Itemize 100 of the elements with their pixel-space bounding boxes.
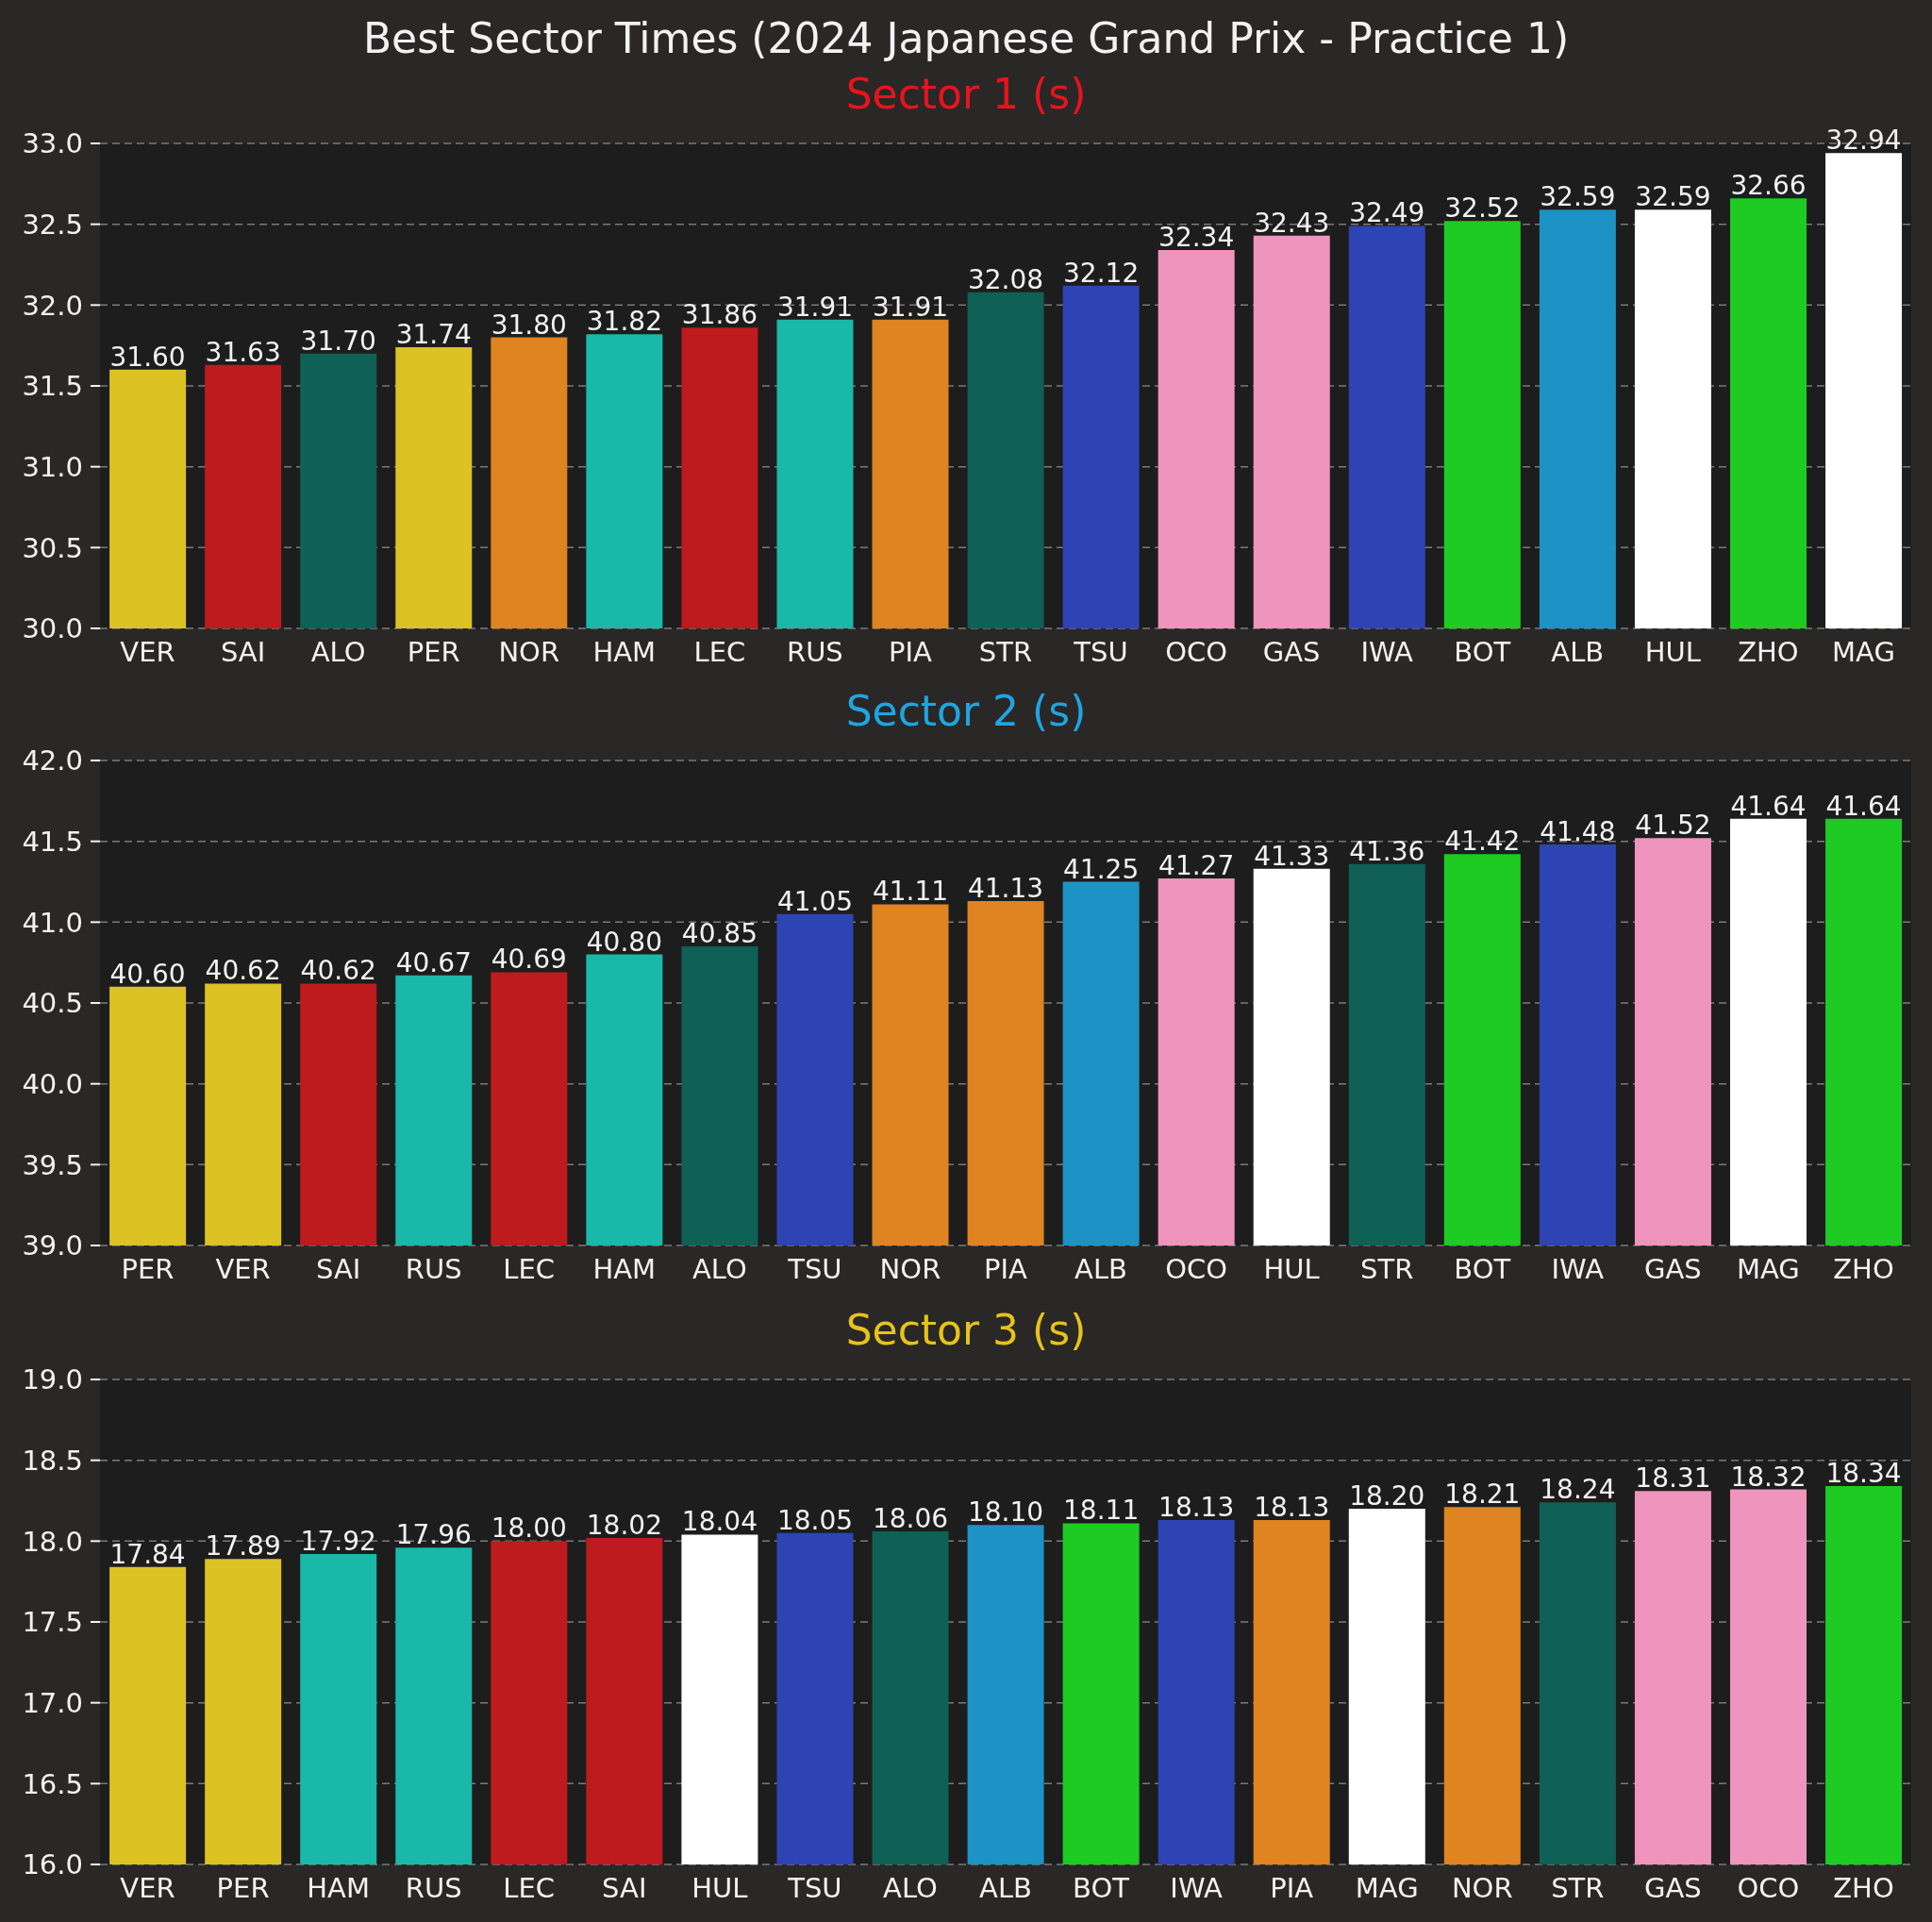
- x-tick-label: PER: [216, 1871, 270, 1904]
- x-tick-label: IWA: [1551, 1252, 1605, 1285]
- x-tick-label: LEC: [503, 1252, 556, 1285]
- x-tick-label: TSU: [787, 1871, 842, 1904]
- x-tick-label: NOR: [879, 1252, 941, 1285]
- data-label: 40.62: [300, 955, 376, 987]
- x-tick-label: HUL: [1644, 635, 1701, 668]
- data-label: 18.13: [1254, 1492, 1330, 1524]
- data-label: 31.63: [205, 336, 281, 368]
- data-label: 18.06: [872, 1503, 949, 1535]
- data-label: 40.60: [109, 958, 186, 990]
- data-label: 41.52: [1635, 810, 1711, 842]
- x-tick-label: PIA: [889, 635, 933, 668]
- x-tick-label: OCO: [1165, 635, 1228, 668]
- data-label: 40.69: [491, 944, 567, 976]
- y-tick-label: 16.5: [22, 1767, 83, 1800]
- x-tick-label: RUS: [787, 635, 843, 668]
- y-tick-label: 17.5: [22, 1606, 83, 1639]
- data-label: 41.42: [1444, 826, 1521, 858]
- x-tick-label: OCO: [1165, 1252, 1228, 1285]
- x-tick-label: OCO: [1737, 1871, 1800, 1904]
- x-tick-label: STR: [978, 635, 1033, 668]
- x-tick-label: VER: [120, 635, 175, 668]
- data-label: 32.59: [1540, 181, 1616, 213]
- y-tick-label: 16.0: [22, 1848, 83, 1881]
- x-tick-label: PER: [407, 635, 460, 668]
- x-tick-label: ALO: [310, 635, 366, 668]
- data-label: 31.82: [586, 306, 662, 338]
- x-tick-label: LEC: [503, 1871, 556, 1904]
- x-tick-label: PIA: [1270, 1871, 1314, 1904]
- x-tick-label: IWA: [1170, 1871, 1223, 1904]
- x-tick-label: ALB: [979, 1871, 1032, 1904]
- x-tick-label: VER: [215, 1252, 271, 1285]
- data-label: 18.05: [776, 1504, 854, 1536]
- x-tick-label: STR: [1360, 1252, 1414, 1285]
- data-label: 18.04: [681, 1506, 758, 1538]
- y-tick-label: 30.5: [22, 531, 83, 564]
- chart-title: Best Sector Times (2024 Japanese Grand Prix - Practice 1): [361, 13, 1571, 64]
- x-tick-label: STR: [1551, 1871, 1605, 1904]
- x-tick-label: HAM: [307, 1871, 370, 1904]
- y-tick-label: 40.0: [22, 1067, 83, 1100]
- data-label: 41.11: [872, 876, 949, 908]
- data-label: 17.89: [205, 1530, 281, 1563]
- data-label: 32.66: [1730, 170, 1807, 202]
- data-label: 41.25: [1063, 853, 1140, 885]
- data-label: 41.36: [1349, 835, 1425, 867]
- x-tick-label: TSU: [1073, 635, 1128, 668]
- x-tick-label: MAG: [1832, 635, 1895, 668]
- x-tick-label: NOR: [1451, 1871, 1513, 1904]
- y-tick-label: 39.0: [22, 1229, 83, 1262]
- x-tick-label: HAM: [592, 635, 657, 668]
- x-tick-label: ZHO: [1738, 635, 1799, 668]
- x-tick-label: ALB: [1551, 635, 1605, 668]
- x-tick-label: NOR: [498, 635, 560, 668]
- data-label: 18.20: [1349, 1480, 1425, 1513]
- data-label: 41.13: [967, 873, 1044, 905]
- data-label: 18.31: [1635, 1462, 1711, 1495]
- data-label: 32.08: [967, 263, 1044, 295]
- data-label: 32.59: [1635, 181, 1711, 213]
- data-label: 18.02: [586, 1509, 662, 1541]
- data-label: 41.05: [776, 885, 854, 917]
- x-tick-label: TSU: [787, 1252, 842, 1285]
- x-tick-label: ZHO: [1833, 1871, 1894, 1904]
- data-label: 40.62: [205, 955, 281, 987]
- data-label: 41.64: [1825, 790, 1902, 822]
- y-tick-label: 41.0: [22, 906, 83, 939]
- y-tick-label: 18.0: [22, 1525, 83, 1558]
- y-tick-label: 39.5: [22, 1148, 83, 1181]
- data-label: 18.32: [1730, 1461, 1807, 1493]
- data-label: 18.34: [1825, 1458, 1902, 1490]
- data-label: 40.80: [586, 926, 662, 958]
- y-tick-label: 17.0: [22, 1686, 83, 1719]
- data-label: 32.49: [1349, 197, 1425, 229]
- chart-subtitle: Sector 3 (s): [844, 1305, 1088, 1356]
- x-tick-label: LEC: [693, 635, 746, 668]
- data-label: 18.10: [967, 1496, 1044, 1529]
- chart-subtitle: Sector 2 (s): [844, 686, 1088, 737]
- x-tick-label: BOT: [1073, 1871, 1130, 1904]
- y-tick-label: 31.0: [22, 450, 83, 483]
- data-label: 31.86: [681, 299, 758, 331]
- data-label: 17.96: [395, 1519, 472, 1551]
- x-tick-label: ALO: [883, 1871, 938, 1904]
- data-label: 41.48: [1540, 816, 1616, 848]
- y-tick-label: 33.0: [22, 127, 83, 160]
- y-tick-label: 32.5: [22, 208, 83, 241]
- x-tick-label: BOT: [1454, 635, 1511, 668]
- data-label: 41.33: [1254, 840, 1330, 872]
- y-tick-label: 42.0: [22, 744, 83, 777]
- data-label: 32.94: [1825, 125, 1902, 157]
- y-tick-label: 41.5: [22, 825, 83, 858]
- data-label: 31.91: [872, 291, 949, 323]
- data-label: 31.70: [300, 325, 376, 357]
- x-tick-label: BOT: [1454, 1252, 1511, 1285]
- data-label: 41.27: [1158, 850, 1235, 882]
- x-tick-label: GAS: [1262, 635, 1321, 668]
- y-tick-label: 18.5: [22, 1444, 83, 1477]
- data-label: 17.84: [109, 1538, 186, 1570]
- data-label: 31.91: [776, 291, 854, 323]
- data-label: 31.60: [109, 341, 186, 373]
- data-label: 41.64: [1730, 790, 1807, 822]
